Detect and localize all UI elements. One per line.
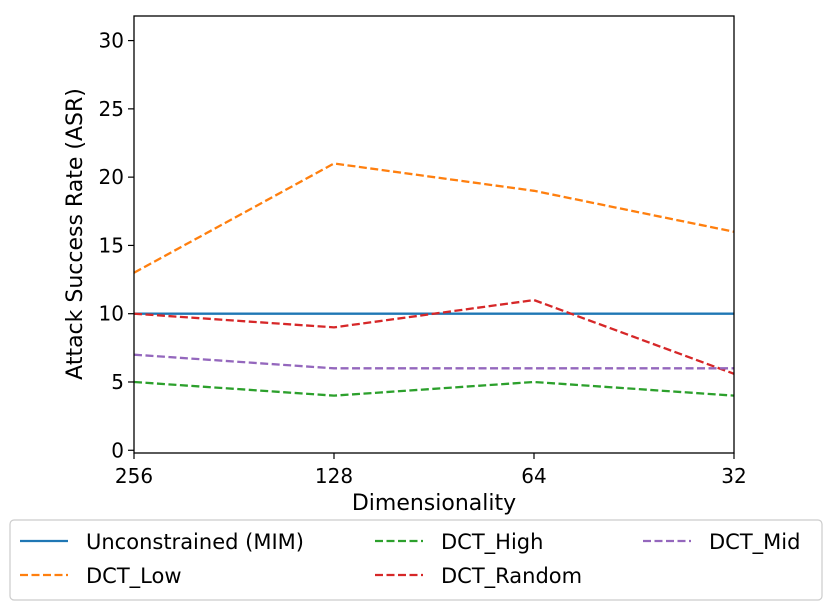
x-tick-label: 32 <box>721 464 746 488</box>
series-line-dct-low <box>133 162 735 274</box>
x-axis: 256 128 64 32 <box>115 453 747 488</box>
y-tick-label: 0 <box>111 438 124 462</box>
x-tick-label: 256 <box>115 464 153 488</box>
legend-items: Unconstrained (MIM) DCT_Low DCT_High DCT_Ra… <box>20 530 800 589</box>
x-tick-label: 128 <box>315 464 353 488</box>
y-tick-label: 30 <box>99 29 124 53</box>
y-tick-label: 15 <box>99 233 124 257</box>
series-line-dct-mid <box>133 353 734 370</box>
y-axis: 0 5 10 15 20 25 30 <box>99 29 134 462</box>
legend-label: Unconstrained (MIM) <box>86 530 304 554</box>
legend-label: DCT_Mid <box>709 530 800 555</box>
legend-label: DCT_High <box>441 530 543 555</box>
x-axis-title: Dimensionality <box>352 491 516 516</box>
y-axis-title: Attack Success Rate (ASR) <box>63 88 88 380</box>
series-line-dct-high <box>133 380 735 397</box>
x-tick-label: 64 <box>521 464 546 488</box>
plot-frame <box>133 15 735 454</box>
legend-label: DCT_Low <box>86 564 182 589</box>
legend-box <box>9 519 823 601</box>
y-tick-label: 5 <box>111 370 124 394</box>
series-line-dct-random <box>133 298 735 375</box>
y-tick-label: 20 <box>99 165 124 189</box>
y-tick-label: 10 <box>99 302 124 326</box>
legend: Unconstrained (MIM) DCT_Low DCT_High DCT_Ra… <box>9 519 823 601</box>
series-layer <box>133 162 735 397</box>
y-tick-label: 25 <box>99 97 124 121</box>
legend-label: DCT_Random <box>441 564 582 589</box>
